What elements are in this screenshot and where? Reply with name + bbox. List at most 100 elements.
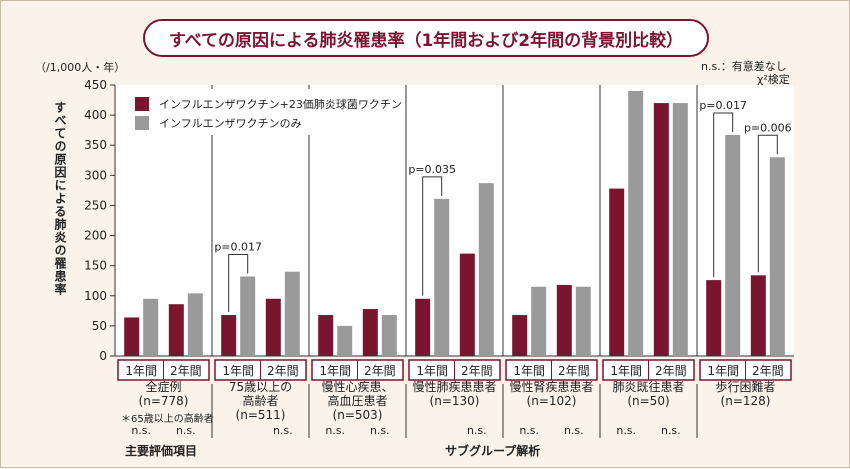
y-tick-label: 350 bbox=[84, 138, 107, 152]
bar-vaccine-single bbox=[434, 198, 450, 356]
p-value-label: p=0.035 bbox=[408, 163, 456, 176]
period-label: 1年間 bbox=[610, 364, 642, 378]
period-label: 2年間 bbox=[170, 364, 202, 378]
bar-vaccine-single bbox=[672, 103, 688, 356]
bar-vaccine-pair bbox=[318, 315, 334, 356]
bar-vaccine-single bbox=[769, 157, 785, 356]
footnote: ＊65歳以上の高齢者 bbox=[121, 414, 214, 425]
legend-item-single: インフルエンザワクチンのみ bbox=[135, 115, 302, 131]
bar-vaccine-pair bbox=[512, 315, 528, 356]
p-value-bracket bbox=[422, 176, 443, 296]
bar-vaccine-single bbox=[187, 293, 203, 356]
bar-vaccine-pair bbox=[415, 298, 431, 356]
period-label: 2年間 bbox=[752, 364, 784, 378]
ns-label: n.s. bbox=[131, 424, 151, 437]
ns-label: n.s. bbox=[661, 424, 681, 437]
chi-square-note: χ²検定 bbox=[757, 73, 790, 86]
bar-vaccine-pair bbox=[706, 280, 722, 356]
y-tick-label: 400 bbox=[84, 108, 107, 122]
period-label: 2年間 bbox=[655, 364, 687, 378]
ns-label: n.s. bbox=[273, 424, 293, 437]
bar-vaccine-pair bbox=[653, 103, 669, 356]
group-name: 慢性肺疾患患者 bbox=[412, 379, 496, 394]
bar-vaccine-pair bbox=[362, 309, 378, 356]
legend-swatch-pair bbox=[135, 97, 149, 111]
legend: インフルエンザワクチン+23価肺炎球菌ワクチン インフルエンザワクチンのみ bbox=[127, 89, 402, 135]
legend-label-single: インフルエンザワクチンのみ bbox=[159, 117, 302, 130]
p-value-bracket bbox=[713, 112, 734, 278]
p-value-label: p=0.017 bbox=[214, 241, 262, 254]
bar-vaccine-single bbox=[337, 325, 353, 356]
y-unit-label: （/1,000人・年） bbox=[35, 61, 126, 74]
period-label: 1年間 bbox=[416, 364, 448, 378]
bar-vaccine-pair bbox=[609, 188, 625, 356]
ns-label: n.s. bbox=[519, 424, 539, 437]
bar-vaccine-single bbox=[575, 286, 591, 356]
subgroup-analysis-label: サブグループ解析 bbox=[445, 444, 541, 458]
group-name: 歩行困難者 bbox=[715, 379, 775, 394]
period-label: 1年間 bbox=[513, 364, 545, 378]
bar-vaccine-pair bbox=[265, 298, 281, 356]
y-tick-label: 200 bbox=[84, 229, 107, 243]
period-label: 2年間 bbox=[267, 364, 299, 378]
ns-label: n.s. bbox=[616, 424, 636, 437]
p-value-label: p=0.006 bbox=[744, 121, 792, 134]
group-name: 肺炎既往患者 bbox=[612, 379, 684, 394]
group-name: 慢性腎疾患患者 bbox=[509, 379, 593, 394]
bar-vaccine-single bbox=[143, 298, 159, 356]
group-name-line2: 高齢者 bbox=[242, 393, 278, 408]
p-value-label: p=0.017 bbox=[699, 99, 747, 112]
bar-vaccine-single bbox=[240, 276, 256, 356]
y-tick-label: 150 bbox=[84, 259, 107, 273]
ns-label: n.s. bbox=[370, 424, 390, 437]
bar-vaccine-single bbox=[478, 183, 494, 356]
primary-endpoint-label: 主要評価項目 bbox=[125, 444, 198, 458]
period-label: 1年間 bbox=[222, 364, 254, 378]
group-name: 慢性心疾患、 bbox=[321, 379, 393, 394]
period-label: 1年間 bbox=[125, 364, 157, 378]
ns-label: n.s. bbox=[467, 424, 487, 437]
group-n: (n=50) bbox=[627, 394, 669, 408]
group-n: (n=778) bbox=[139, 394, 189, 408]
y-tick-label: 100 bbox=[84, 289, 107, 303]
y-tick-label: 0 bbox=[99, 349, 107, 363]
ns-label: n.s. bbox=[176, 424, 196, 437]
legend-item-pair: インフルエンザワクチン+23価肺炎球菌ワクチン bbox=[135, 96, 402, 112]
group-n: (n=511) bbox=[236, 408, 286, 422]
group-n: (n=102) bbox=[527, 394, 577, 408]
bar-vaccine-pair bbox=[750, 275, 766, 356]
p-value-bracket bbox=[228, 254, 249, 313]
legend-label-pair: インフルエンザワクチン+23価肺炎球菌ワクチン bbox=[159, 98, 402, 111]
group-name: 75歳以上の bbox=[229, 380, 292, 394]
bar-vaccine-pair bbox=[124, 317, 140, 356]
period-label: 2年間 bbox=[558, 364, 590, 378]
period-label: 1年間 bbox=[319, 364, 351, 378]
group-n: (n=130) bbox=[430, 394, 480, 408]
y-tick-label: 50 bbox=[92, 319, 107, 333]
period-label: 1年間 bbox=[707, 364, 739, 378]
ns-label: n.s. bbox=[564, 424, 584, 437]
y-tick-label: 300 bbox=[84, 168, 107, 182]
bar-vaccine-pair bbox=[168, 304, 184, 356]
bar-vaccine-pair bbox=[556, 284, 572, 356]
bar-vaccine-single bbox=[284, 271, 300, 356]
bar-vaccine-single bbox=[531, 286, 547, 356]
group-n: (n=503) bbox=[333, 408, 383, 422]
period-label: 2年間 bbox=[461, 364, 493, 378]
group-n: (n=128) bbox=[721, 394, 771, 408]
y-tick-label: 250 bbox=[84, 198, 107, 212]
bar-vaccine-single bbox=[628, 91, 644, 357]
period-label: 2年間 bbox=[364, 364, 396, 378]
group-name-line2: 高血圧患者 bbox=[327, 393, 387, 408]
group-name: 全症例 bbox=[145, 379, 181, 394]
bar-vaccine-single bbox=[725, 134, 741, 356]
bar-vaccine-pair bbox=[459, 253, 475, 356]
bar-vaccine-single bbox=[381, 315, 397, 356]
legend-swatch-single bbox=[135, 116, 149, 130]
chart-title: すべての原因による肺炎罹患率（1年間および2年間の背景別比較） bbox=[143, 19, 709, 57]
y-axis-label: すべての原因による肺炎の罹患率 bbox=[53, 101, 67, 296]
ns-note: n.s.：有意差なし bbox=[701, 60, 787, 73]
p-value-bracket bbox=[757, 134, 778, 273]
